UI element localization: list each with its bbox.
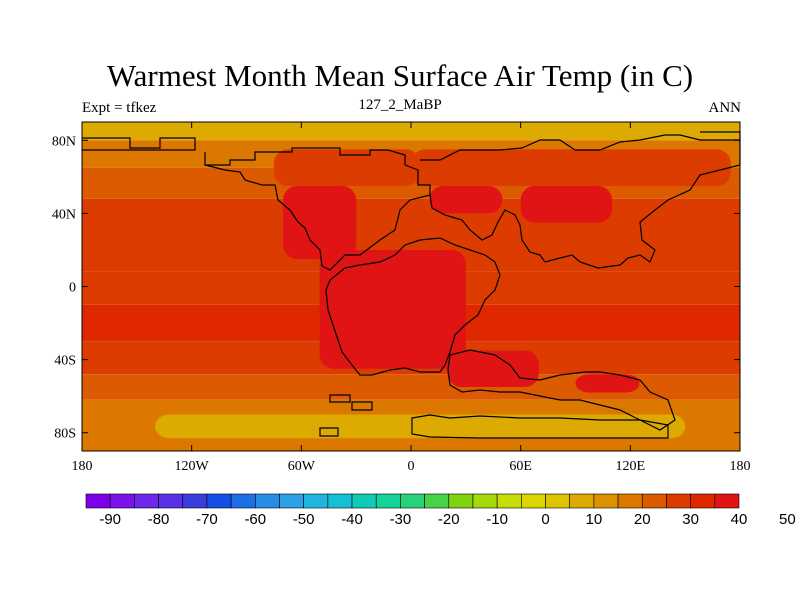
temperature-band-7 (82, 374, 740, 400)
colorbar-swatch-17 (496, 493, 522, 509)
colorbar-swatch-18 (521, 493, 546, 509)
lat-label-3: 40S (54, 354, 76, 369)
colorbar-label-10: 10 (586, 511, 603, 528)
temperature-region-3 (429, 185, 503, 214)
lat-label-0: 80N (52, 134, 76, 149)
temperature-region-6 (447, 350, 539, 388)
lon-label-0: 180 (72, 459, 93, 474)
colorbar-label-12: 30 (682, 511, 699, 528)
colorbar-swatch-20 (569, 493, 595, 509)
temperature-region-5 (319, 249, 466, 369)
colorbar-swatch-19 (545, 493, 571, 509)
colorbar-label-4: -50 (293, 511, 315, 528)
colorbar-swatch-1 (109, 493, 135, 509)
plot-title: Warmest Month Mean Surface Air Temp (in … (106, 58, 694, 93)
colorbar-swatch-16 (472, 493, 498, 509)
temperature-field (82, 122, 740, 451)
coastline-north-america (204, 147, 431, 271)
lon-label-2: 60W (288, 459, 316, 474)
colorbar-swatch-23 (641, 493, 667, 509)
temperature-region-1 (411, 149, 731, 186)
coastline-antarctic-islands (319, 394, 373, 437)
colorbar-label-3: -60 (244, 511, 266, 528)
colorbar-swatch-6 (230, 493, 256, 509)
colorbar-swatch-4 (182, 493, 208, 509)
colorbar-swatch-3 (158, 493, 184, 509)
lon-label-4: 60E (509, 459, 532, 474)
colorbar-swatch-0 (85, 493, 111, 509)
colorbar: -90 -80 -70 -60 -50 -40 -30 -20 -10 0 10 20 30 40 50 (85, 493, 796, 528)
colorbar-label-14: 50 (779, 511, 796, 528)
colorbar-label-8: -10 (486, 511, 508, 528)
colorbar-label-11: 20 (634, 511, 651, 528)
colorbar-label-9: 0 (541, 511, 549, 528)
map-axes: 80N 40N 0 40S 80S 180 120W 60W 0 60E 120E 180 (52, 122, 751, 474)
colorbar-swatch-15 (448, 493, 474, 509)
coastline-africa-south-america (325, 237, 501, 376)
time-label: 127_2_MaBP (358, 97, 442, 113)
lat-label-2: 0 (69, 281, 76, 296)
colorbar-label-5: -40 (341, 511, 363, 528)
lon-label-1: 120W (175, 459, 210, 474)
colorbar-swatch-21 (593, 493, 619, 509)
temperature-band-0 (82, 122, 740, 141)
colorbar-swatch-9 (303, 493, 329, 509)
colorbar-swatch-14 (424, 493, 450, 509)
colorbar-label-1: -80 (148, 511, 170, 528)
colorbar-label-6: -30 (390, 511, 412, 528)
coastline-antarctica (411, 414, 669, 439)
lat-label-1: 40N (52, 207, 76, 222)
colorbar-label-2: -70 (196, 511, 218, 528)
colorbar-label-13: 40 (731, 511, 748, 528)
colorbar-swatch-26 (714, 493, 740, 509)
temperature-region-0 (273, 149, 421, 186)
colorbar-swatch-5 (206, 493, 232, 509)
temperature-region-8 (155, 414, 686, 439)
colorbar-swatch-24 (666, 493, 691, 509)
colorbar-swatch-25 (690, 493, 716, 509)
colorbar-swatch-7 (254, 493, 280, 509)
lon-label-5: 120E (616, 459, 646, 474)
colorbar-swatch-13 (400, 493, 425, 509)
colorbar-swatch-8 (279, 493, 304, 509)
colorbar-swatch-22 (617, 493, 643, 509)
experiment-label: Expt = tfkez (82, 100, 157, 116)
lat-label-4: 80S (54, 427, 76, 442)
colorbar-swatch-12 (375, 493, 401, 509)
temperature-region-4 (520, 185, 613, 223)
colorbar-swatch-2 (134, 493, 159, 509)
colorbar-swatch-11 (351, 493, 377, 509)
temperature-region-7 (575, 374, 640, 393)
period-label: ANN (708, 100, 742, 116)
colorbar-label-7: -20 (438, 511, 460, 528)
temperature-region-2 (283, 185, 357, 260)
lon-label-6: 180 (730, 459, 751, 474)
coastline-europe-asia (420, 134, 741, 269)
colorbar-label-0: -90 (99, 511, 121, 528)
lon-label-3: 0 (408, 459, 415, 474)
colorbar-swatch-10 (327, 493, 353, 509)
